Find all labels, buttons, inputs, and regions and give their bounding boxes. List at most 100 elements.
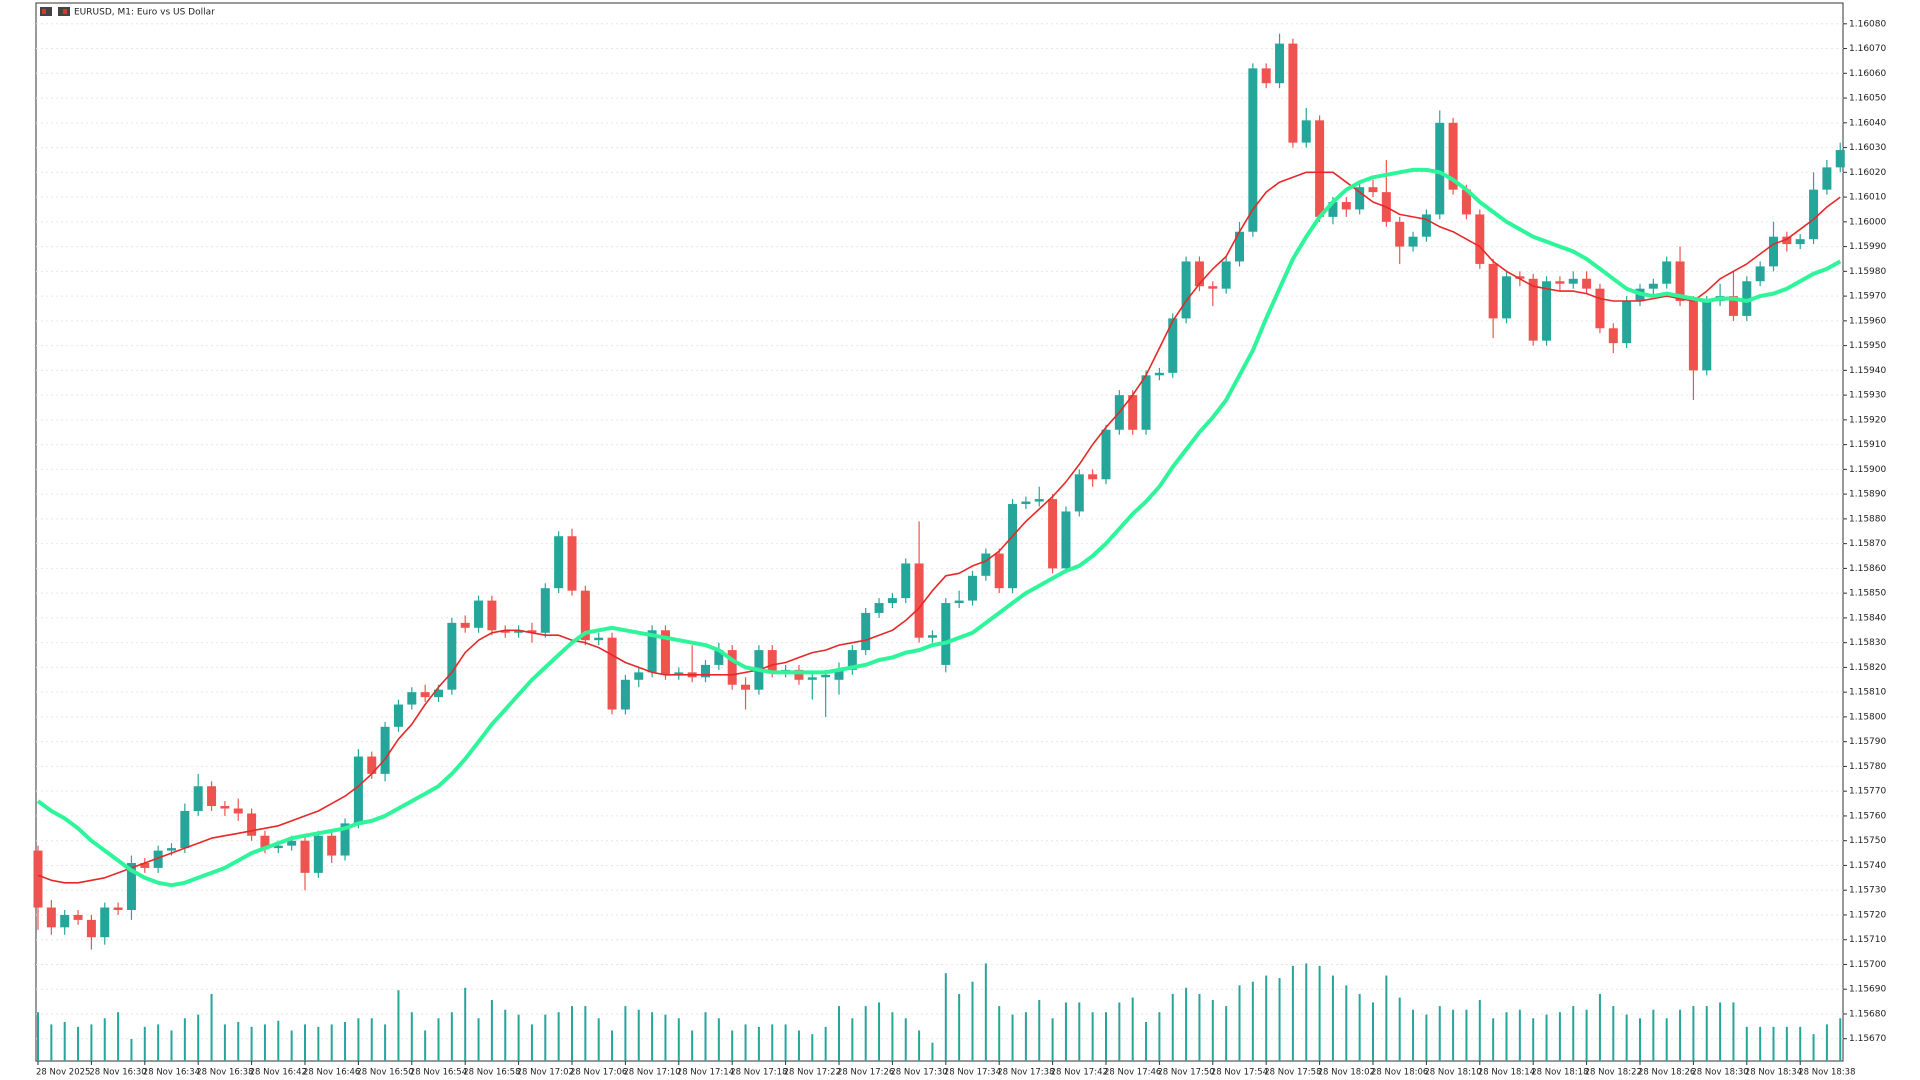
x-tick-label: 28 Nov 17:38	[997, 1068, 1054, 1078]
y-tick-label: 1.15830	[1849, 638, 1886, 648]
candle-body	[287, 840, 297, 846]
volume-bar	[330, 1024, 333, 1061]
y-tick-label: 1.16000	[1849, 217, 1886, 227]
y-tick-label: 1.16070	[1849, 44, 1886, 54]
candle-body	[580, 590, 590, 641]
x-tick-label: 28 Nov 17:50	[1157, 1068, 1214, 1078]
volume-bar	[517, 1014, 520, 1061]
candle-body	[1461, 189, 1471, 215]
candle-body	[1675, 261, 1685, 302]
y-tick-label: 1.15740	[1849, 861, 1886, 871]
volume-bar	[731, 1030, 734, 1061]
candle-body	[727, 650, 737, 685]
x-tick-label: 28 Nov 18:02	[1318, 1068, 1375, 1078]
candle-body	[46, 907, 56, 928]
volume-bar	[504, 1009, 507, 1061]
x-tick-label: 28 Nov 18:14	[1478, 1068, 1535, 1078]
volume-bar	[424, 1030, 427, 1061]
volume-bar	[1812, 1034, 1815, 1061]
volume-bar	[1438, 1006, 1441, 1061]
volume-bar	[851, 1018, 854, 1061]
x-tick-label: 28 Nov 16:38	[196, 1068, 253, 1078]
candle-body	[1488, 263, 1498, 319]
y-tick-label: 1.16060	[1849, 69, 1886, 79]
candle-body	[447, 622, 457, 690]
x-tick-label: 28 Nov 18:06	[1371, 1068, 1428, 1078]
candle-body	[1194, 261, 1204, 287]
volume-bar	[63, 1021, 66, 1061]
x-tick-label: 28 Nov 17:02	[517, 1068, 574, 1078]
candle-body	[1221, 261, 1231, 289]
candle-body	[847, 650, 857, 670]
y-tick-label: 1.15940	[1849, 366, 1886, 376]
volume-bar	[824, 1026, 827, 1061]
y-tick-label: 1.15930	[1849, 391, 1886, 401]
volume-bar	[370, 1018, 373, 1061]
candle-body	[620, 679, 630, 710]
candle-body	[1782, 236, 1792, 245]
volume-bar	[1545, 1014, 1548, 1061]
volume-bar	[1492, 1018, 1495, 1061]
y-tick-label: 1.15700	[1849, 960, 1886, 970]
x-tick-label: 28 Nov 18:30	[1691, 1068, 1748, 1078]
candle-body	[207, 786, 217, 807]
volume-bar	[250, 1026, 253, 1061]
candle-body	[33, 850, 43, 908]
candle-body	[1555, 281, 1565, 284]
candle-body	[1795, 239, 1805, 245]
volume-bar	[544, 1014, 547, 1061]
volume-bar	[1265, 975, 1268, 1061]
candle-body	[86, 919, 96, 938]
candle-body	[1315, 120, 1325, 217]
candle-body	[1568, 278, 1578, 284]
volume-bar	[971, 981, 974, 1061]
volume-bar	[1452, 1009, 1455, 1061]
volume-bar	[1251, 981, 1254, 1061]
volume-bar	[1732, 1002, 1735, 1061]
candle-body	[994, 553, 1004, 589]
volume-bar	[197, 1014, 200, 1061]
volume-bar	[984, 963, 987, 1061]
y-tick-label: 1.15730	[1849, 886, 1886, 896]
candle-body	[594, 637, 604, 641]
volume-bar	[838, 1006, 840, 1061]
volume-bar	[1532, 1018, 1535, 1061]
x-tick-label: 28 Nov 18:26	[1638, 1068, 1695, 1078]
volume-bar	[1639, 1018, 1641, 1061]
y-tick-label: 1.15960	[1849, 316, 1886, 326]
candle-body	[247, 813, 257, 836]
y-tick-label: 1.15800	[1849, 712, 1886, 722]
y-tick-label: 1.15790	[1849, 737, 1886, 747]
y-tick-label: 1.15860	[1849, 564, 1886, 574]
candle-body	[153, 850, 163, 868]
candle-body	[1208, 286, 1218, 289]
candle-body	[1688, 301, 1698, 371]
y-tick-label: 1.15810	[1849, 688, 1886, 698]
volume-bar	[143, 1026, 146, 1061]
candle-body	[1742, 281, 1752, 316]
candle-body	[1528, 278, 1538, 341]
volume-bar	[1825, 1024, 1828, 1061]
candle-body	[1662, 261, 1672, 284]
moving-average-line	[37, 171, 1841, 884]
candle-body	[233, 808, 243, 814]
candle-body	[968, 575, 977, 601]
y-tick-label: 1.16050	[1849, 94, 1886, 104]
volume-bar	[1745, 1026, 1748, 1061]
x-tick-label: 28 Nov 17:46	[1104, 1068, 1161, 1078]
candle-body	[554, 536, 564, 589]
volume-bar	[797, 1030, 800, 1061]
candle-body	[113, 907, 123, 910]
x-tick-label: 28 Nov 16:58	[463, 1068, 520, 1078]
y-tick-label: 1.16080	[1849, 19, 1886, 29]
y-tick-label: 1.15680	[1849, 1009, 1886, 1019]
candle-body	[460, 622, 470, 628]
volume-bar	[904, 1018, 907, 1061]
volume-bar	[1478, 1000, 1481, 1061]
volume-bar	[998, 1006, 1001, 1061]
candle-body	[1648, 283, 1658, 289]
volume-bar	[744, 1024, 747, 1061]
candle-body	[1074, 474, 1084, 512]
y-tick-label: 1.16020	[1849, 168, 1886, 178]
volume-bar	[397, 990, 400, 1061]
